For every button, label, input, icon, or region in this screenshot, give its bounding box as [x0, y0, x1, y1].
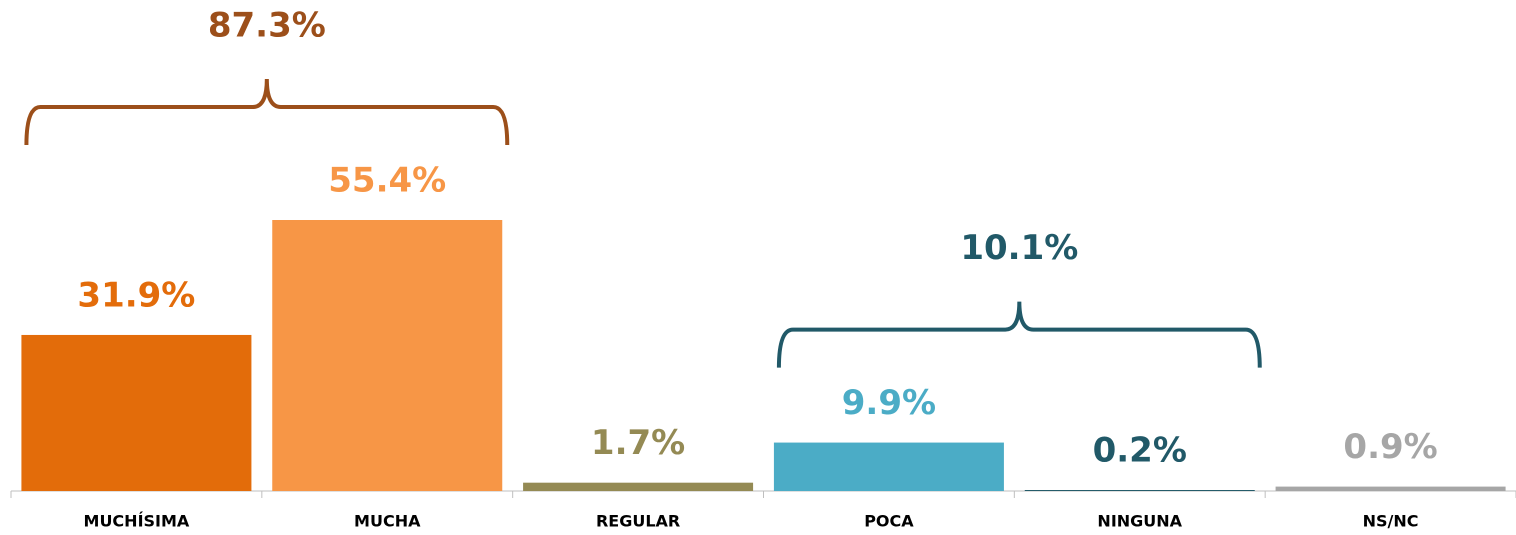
- value-label: 55.4%: [328, 161, 446, 201]
- value-label: 9.9%: [842, 383, 936, 423]
- bar: [1024, 490, 1255, 491]
- value-label: 0.9%: [1343, 427, 1437, 467]
- x-tick-label: MUCHA: [354, 512, 421, 531]
- bar: [21, 334, 252, 491]
- bar: [1275, 486, 1506, 491]
- x-tick-label: NINGUNA: [1097, 512, 1182, 531]
- annotation: 10.1%: [960, 228, 1078, 268]
- x-tick-label: POCA: [864, 512, 914, 531]
- bar: [523, 482, 754, 491]
- brace: [776, 301, 1262, 368]
- value-label: 31.9%: [77, 275, 195, 315]
- x-tick-label: NS/NC: [1363, 512, 1419, 531]
- bar: [773, 442, 1004, 491]
- value-label: 0.2%: [1093, 431, 1187, 471]
- annotation: 87.3%: [208, 6, 326, 46]
- bar: [272, 220, 503, 491]
- value-label: 1.7%: [591, 423, 685, 463]
- x-tick-label: MUCHÍSIMA: [84, 512, 190, 531]
- x-tick-label: REGULAR: [596, 512, 680, 531]
- brace: [24, 78, 510, 146]
